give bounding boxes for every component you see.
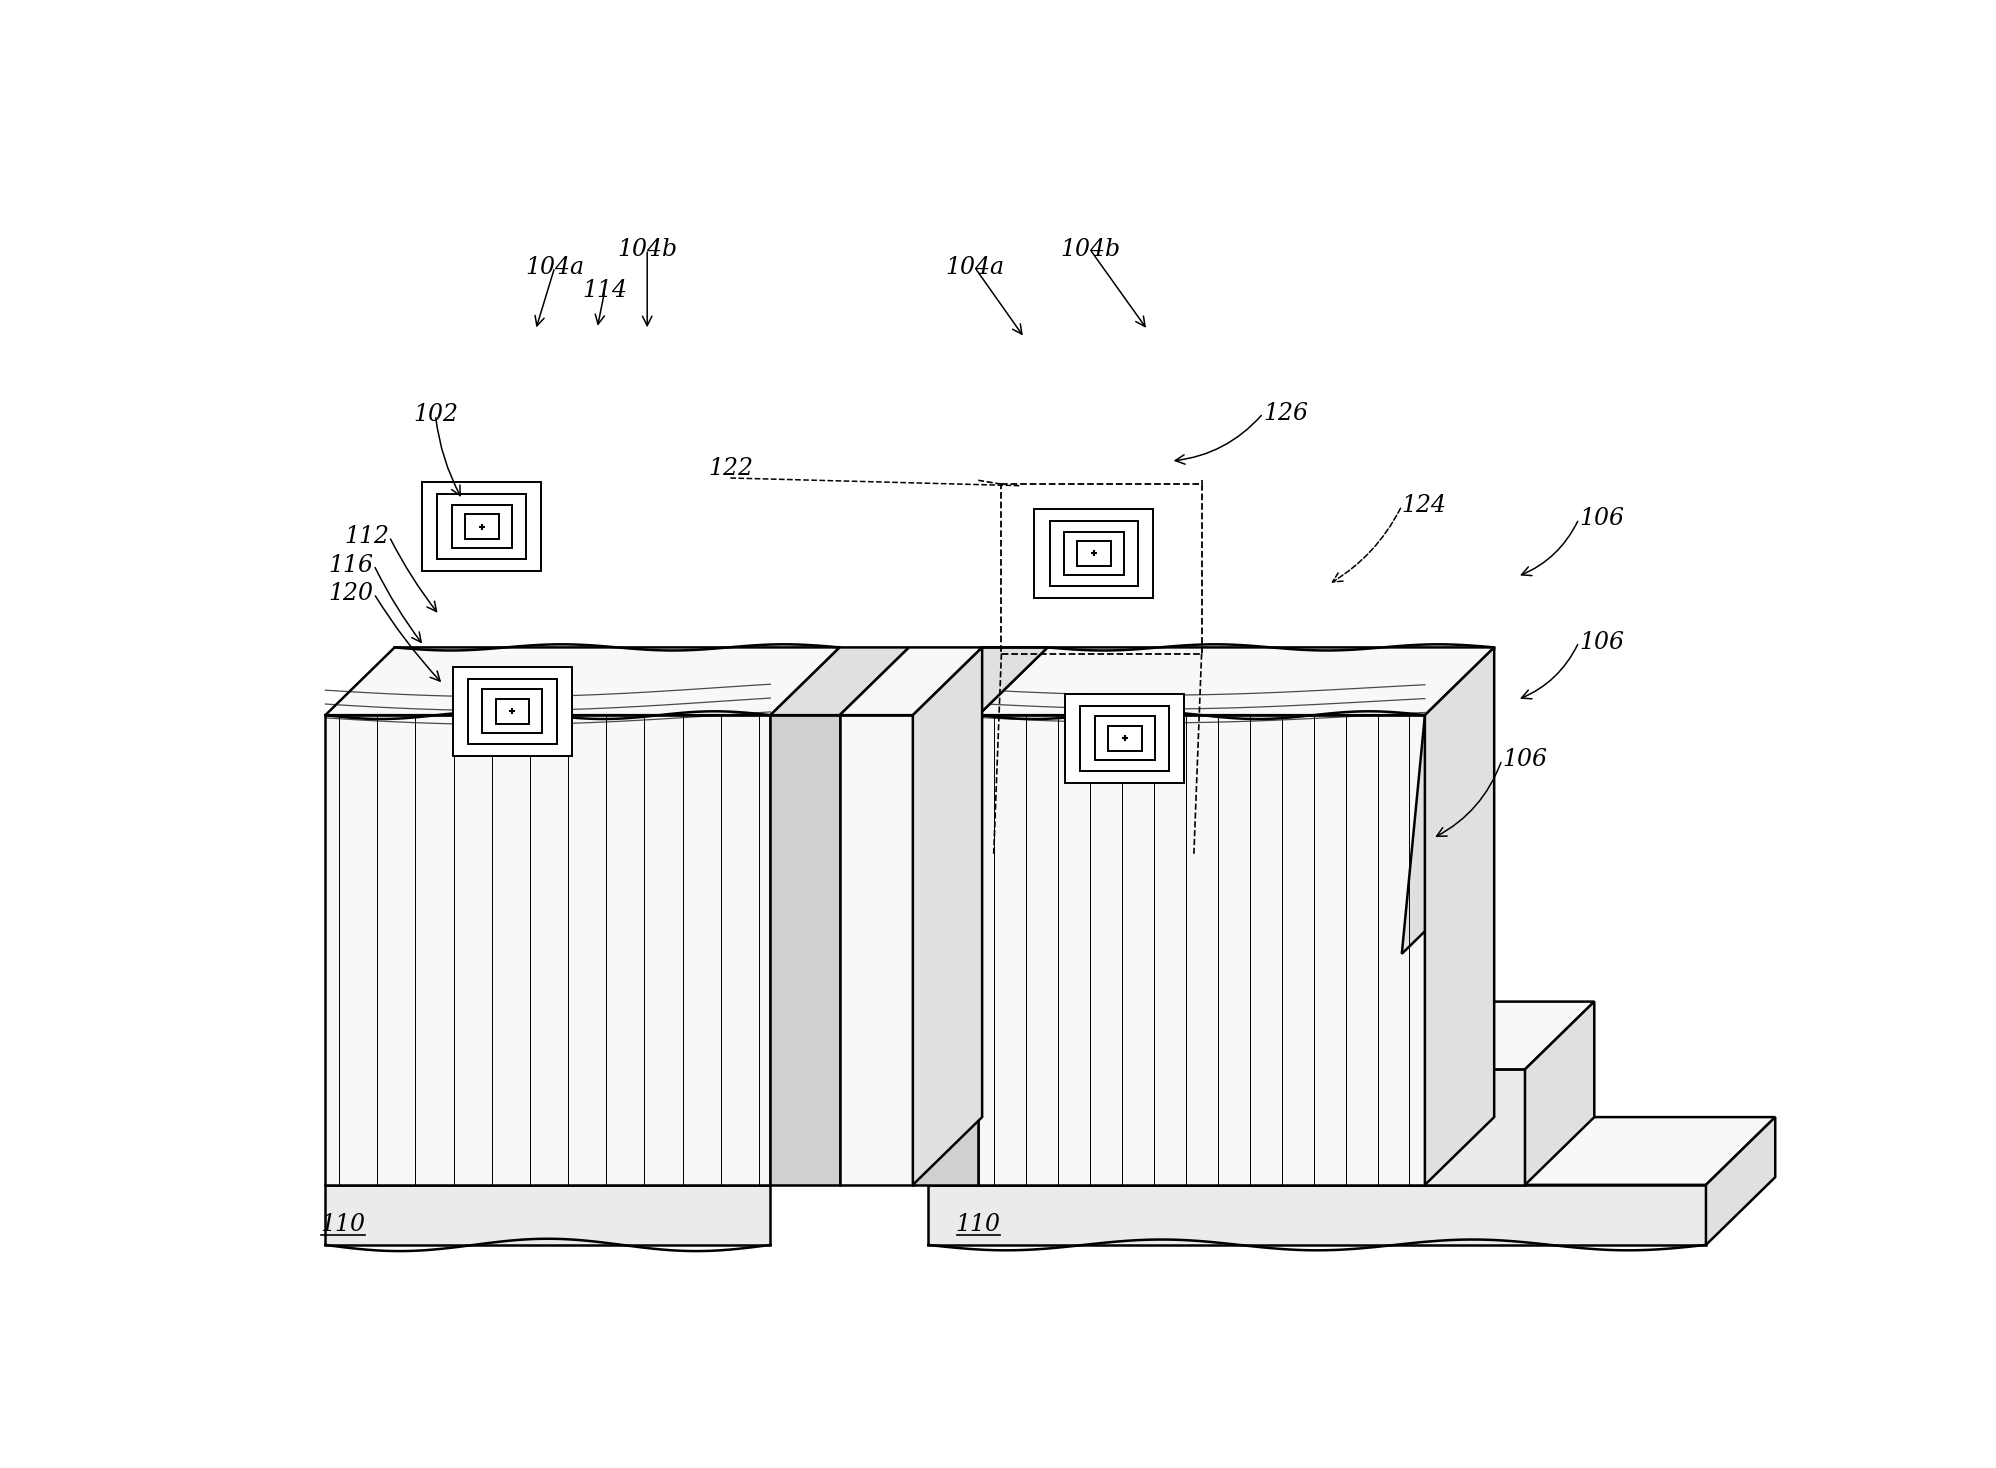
Polygon shape: [1080, 706, 1170, 771]
Text: 122: 122: [709, 457, 752, 480]
Polygon shape: [437, 495, 525, 559]
Polygon shape: [912, 647, 982, 1185]
Polygon shape: [1066, 694, 1184, 782]
Text: 120: 120: [329, 581, 373, 605]
Polygon shape: [469, 680, 557, 744]
Text: 110: 110: [956, 1214, 1000, 1236]
Polygon shape: [1064, 531, 1124, 575]
Text: 116: 116: [329, 553, 373, 577]
Polygon shape: [928, 1185, 1707, 1245]
Text: 104b: 104b: [617, 238, 677, 261]
Text: 104a: 104a: [944, 255, 1004, 279]
Polygon shape: [1050, 521, 1138, 586]
Polygon shape: [453, 666, 573, 756]
Text: 114: 114: [583, 279, 627, 301]
Polygon shape: [928, 954, 1401, 1069]
Polygon shape: [451, 505, 511, 549]
Polygon shape: [1078, 542, 1110, 565]
Polygon shape: [928, 887, 1471, 954]
Polygon shape: [325, 1117, 840, 1185]
Text: 126: 126: [1263, 402, 1307, 424]
Polygon shape: [978, 647, 1495, 715]
Polygon shape: [495, 699, 529, 724]
Polygon shape: [1034, 509, 1154, 597]
Polygon shape: [465, 514, 499, 539]
Text: 104b: 104b: [1060, 238, 1120, 261]
Polygon shape: [928, 1001, 1595, 1069]
Polygon shape: [912, 715, 978, 1185]
Polygon shape: [840, 647, 982, 715]
Text: 124: 124: [1401, 495, 1447, 517]
Polygon shape: [840, 715, 912, 1185]
Polygon shape: [770, 715, 840, 1185]
Polygon shape: [325, 647, 840, 715]
Text: 102: 102: [413, 404, 457, 426]
Polygon shape: [928, 1069, 1525, 1185]
Text: 110: 110: [321, 1214, 365, 1236]
Polygon shape: [770, 647, 908, 715]
Polygon shape: [912, 647, 1048, 715]
Text: 112: 112: [343, 526, 389, 548]
Polygon shape: [1707, 1117, 1774, 1245]
Polygon shape: [483, 690, 543, 733]
Polygon shape: [1525, 1001, 1595, 1185]
Polygon shape: [1094, 716, 1154, 760]
Text: 106: 106: [1501, 749, 1547, 771]
Polygon shape: [928, 1117, 1774, 1185]
Polygon shape: [1425, 647, 1495, 1185]
Polygon shape: [1108, 727, 1142, 750]
Text: 106: 106: [1579, 631, 1625, 653]
Polygon shape: [325, 715, 770, 1185]
Polygon shape: [1401, 647, 1495, 954]
Polygon shape: [325, 1185, 770, 1245]
Polygon shape: [421, 482, 541, 571]
Polygon shape: [1401, 887, 1471, 1069]
Polygon shape: [978, 715, 1425, 1185]
Text: 106: 106: [1579, 508, 1625, 530]
Text: 104a: 104a: [525, 255, 585, 279]
